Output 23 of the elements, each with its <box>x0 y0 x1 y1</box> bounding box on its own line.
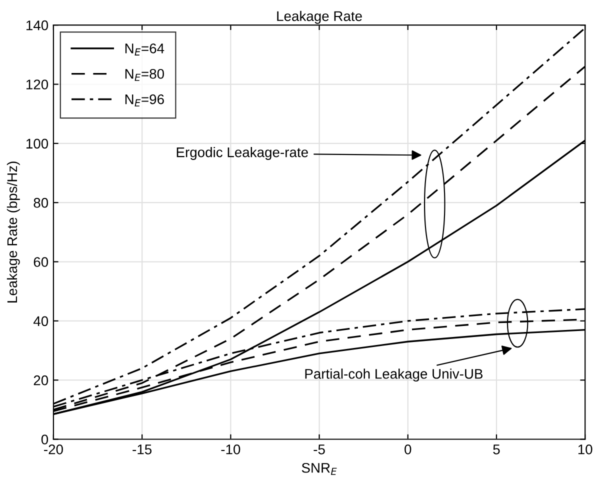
legend-label: N$_{E}$=96 <box>125 94 164 106</box>
y-tick-label: 20 <box>34 375 48 386</box>
x-tick-label: -10 <box>221 444 240 454</box>
y-tick-label: 40 <box>33 316 48 326</box>
y-tick-label: 0 <box>41 434 48 444</box>
chart-title: Leakage Rate <box>277 10 362 24</box>
y-tick-label: 60 <box>34 257 48 267</box>
legend-label: N$_{E}$=80 <box>125 68 164 81</box>
annotation: Ergodic Leakage-rate <box>176 147 308 160</box>
y-tick-label: 80 <box>34 198 48 208</box>
annotation: Partial-coh Leakage Univ-UB <box>305 368 483 382</box>
legend-label: N$_{E}$=64 <box>125 44 164 56</box>
x-axis-title: SNR$_{E}$ <box>302 462 337 475</box>
x-tick-label: -15 <box>132 444 152 454</box>
x-tick-label: -5 <box>314 444 325 454</box>
y-tick-label: 140 <box>26 20 48 30</box>
x-tick-label: -20 <box>44 444 63 454</box>
y-tick-label: 120 <box>26 80 48 90</box>
x-tick-label: 10 <box>578 444 592 454</box>
x-tick-label: 0 <box>404 444 412 454</box>
y-axis-title: Leakage Rate (bps/Hz) <box>6 162 20 302</box>
x-tick-label: 5 <box>493 444 500 454</box>
y-tick-label: 100 <box>26 138 48 149</box>
